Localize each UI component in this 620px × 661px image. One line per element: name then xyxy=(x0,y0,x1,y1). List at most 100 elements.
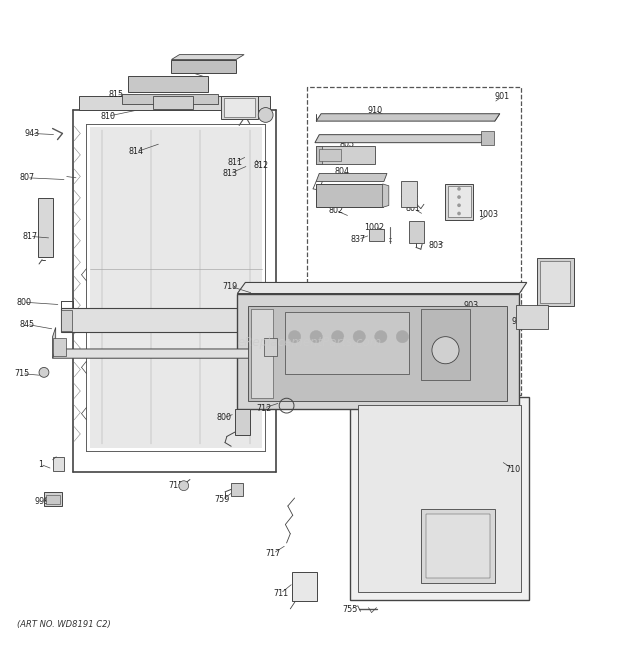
Polygon shape xyxy=(237,293,520,409)
Bar xyxy=(221,96,258,119)
Polygon shape xyxy=(252,309,273,398)
Text: 811: 811 xyxy=(228,158,242,167)
Text: 814: 814 xyxy=(129,147,144,157)
Text: 803: 803 xyxy=(429,241,444,250)
Bar xyxy=(421,309,470,380)
Bar xyxy=(44,492,63,506)
Text: 815: 815 xyxy=(108,90,123,99)
Bar xyxy=(38,198,53,256)
Polygon shape xyxy=(237,282,527,293)
Bar xyxy=(537,258,574,306)
Text: 943: 943 xyxy=(24,129,39,138)
Polygon shape xyxy=(53,327,56,358)
Text: 901: 901 xyxy=(495,92,510,101)
Circle shape xyxy=(457,204,461,207)
Polygon shape xyxy=(315,135,485,143)
Polygon shape xyxy=(53,349,279,358)
Text: 999: 999 xyxy=(35,497,50,506)
Text: 719: 719 xyxy=(223,282,237,291)
Text: 910: 910 xyxy=(367,106,382,114)
Bar xyxy=(46,495,60,504)
Text: 800: 800 xyxy=(216,413,231,422)
Text: 1002: 1002 xyxy=(365,223,385,231)
Text: 845: 845 xyxy=(19,320,34,329)
Text: 837: 837 xyxy=(350,235,366,244)
Text: 907: 907 xyxy=(538,290,553,299)
Text: 800: 800 xyxy=(16,297,31,307)
Bar xyxy=(446,184,473,219)
Text: 817: 817 xyxy=(22,232,37,241)
Text: 755: 755 xyxy=(342,605,358,614)
Circle shape xyxy=(457,195,461,199)
Circle shape xyxy=(457,187,461,191)
Text: 801: 801 xyxy=(406,204,421,213)
Polygon shape xyxy=(172,59,236,73)
Circle shape xyxy=(259,108,273,122)
Text: 810: 810 xyxy=(100,112,115,121)
Bar xyxy=(291,572,317,602)
Bar xyxy=(316,184,383,208)
Bar xyxy=(260,309,273,330)
Text: 717: 717 xyxy=(265,549,281,558)
Text: (ART NO. WD8191 C2): (ART NO. WD8191 C2) xyxy=(17,621,111,629)
Text: 712: 712 xyxy=(256,404,272,412)
Bar xyxy=(350,397,529,600)
Polygon shape xyxy=(172,55,244,59)
Bar xyxy=(409,221,424,243)
Polygon shape xyxy=(316,173,387,182)
Text: 905: 905 xyxy=(512,317,527,326)
Circle shape xyxy=(179,481,188,490)
Circle shape xyxy=(288,330,301,343)
Text: 807: 807 xyxy=(19,173,34,182)
Bar xyxy=(264,338,277,356)
Bar xyxy=(421,509,495,583)
Bar xyxy=(224,98,255,118)
Text: 863: 863 xyxy=(176,65,191,75)
Text: 715: 715 xyxy=(168,481,184,490)
Bar xyxy=(481,131,494,145)
Text: 710: 710 xyxy=(506,465,521,473)
Circle shape xyxy=(396,330,409,343)
Text: 715: 715 xyxy=(14,369,29,378)
Bar xyxy=(89,127,262,447)
Polygon shape xyxy=(53,457,64,471)
Polygon shape xyxy=(316,145,322,164)
Text: 711: 711 xyxy=(273,589,288,598)
Bar xyxy=(79,97,270,110)
Bar xyxy=(307,87,521,395)
Circle shape xyxy=(310,330,322,343)
Text: eReplacementParts.com: eReplacementParts.com xyxy=(238,336,382,349)
Bar xyxy=(285,312,409,373)
Bar xyxy=(319,149,341,161)
Bar xyxy=(368,229,384,241)
Bar xyxy=(231,483,244,496)
Text: 903: 903 xyxy=(464,301,479,311)
Bar xyxy=(448,186,471,217)
Bar xyxy=(61,309,72,330)
Bar xyxy=(539,261,570,303)
Text: 813: 813 xyxy=(223,169,237,178)
Text: 802: 802 xyxy=(329,206,343,215)
Bar xyxy=(316,145,374,164)
Bar xyxy=(122,94,218,104)
Text: 805: 805 xyxy=(339,140,355,149)
Polygon shape xyxy=(316,114,500,121)
Bar xyxy=(516,305,548,329)
Text: 804: 804 xyxy=(335,167,350,176)
Bar xyxy=(128,76,208,92)
Bar xyxy=(61,308,273,332)
Bar xyxy=(235,409,250,435)
Text: 1003: 1003 xyxy=(479,210,498,219)
Circle shape xyxy=(457,212,461,215)
Bar xyxy=(426,514,490,578)
Polygon shape xyxy=(383,184,389,208)
Circle shape xyxy=(353,330,365,343)
Bar xyxy=(401,182,417,208)
Text: 1: 1 xyxy=(38,459,43,469)
Text: 812: 812 xyxy=(253,161,268,170)
Text: 759: 759 xyxy=(215,495,230,504)
Bar xyxy=(249,306,507,401)
Bar xyxy=(53,338,66,356)
Bar xyxy=(358,405,521,592)
Circle shape xyxy=(374,330,387,343)
